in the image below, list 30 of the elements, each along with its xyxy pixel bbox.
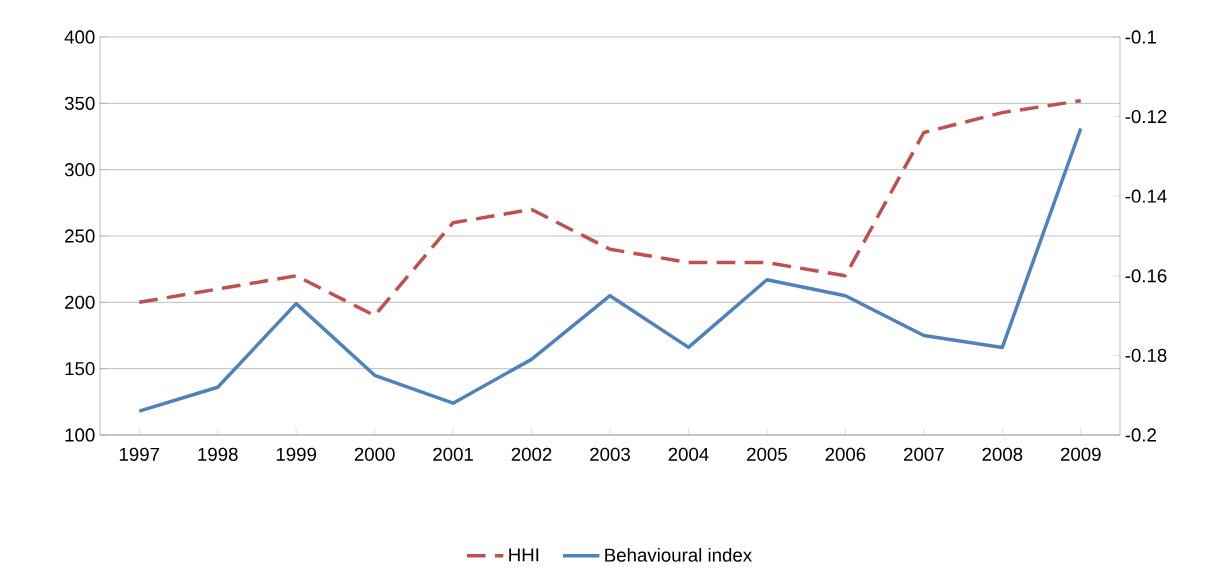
x-tick-label: 2004 (668, 447, 709, 461)
y-tick-label: 200 (65, 295, 95, 309)
x-tick-label: 2006 (825, 447, 866, 461)
x-tick-label: 2007 (904, 447, 944, 461)
y-tick-label: 250 (65, 229, 95, 243)
x-tick-label: 1998 (198, 447, 238, 461)
y-tick-label: 100 (65, 428, 95, 442)
x-tick-label: 2009 (1060, 447, 1101, 461)
y2-tick-label: -0.16 (1125, 269, 1167, 283)
x-tick-label: 2000 (354, 447, 395, 461)
y2-tick-label: -0.1 (1125, 30, 1156, 44)
line-series (137, 126, 1083, 413)
line-series (137, 98, 1083, 318)
x-tick-label: 2003 (590, 447, 630, 461)
y2-tick-label: -0.14 (1125, 189, 1167, 203)
x-tick-label: 2008 (982, 447, 1023, 461)
y2-tick-label: -0.2 (1125, 428, 1156, 442)
x-tick-label: 2005 (747, 447, 787, 461)
y-tick-label: 150 (65, 362, 95, 376)
x-tick-label: 1999 (276, 447, 317, 461)
y-tick-label: 400 (64, 30, 95, 44)
y-tick-label: 300 (64, 163, 95, 177)
y2-tick-label: -0.18 (1125, 348, 1167, 362)
x-tick-label: 1997 (119, 447, 160, 461)
legend-label: HHI (509, 548, 539, 562)
x-tick-label: 2002 (511, 447, 552, 461)
x-tick-label: 2001 (433, 447, 473, 461)
y-tick-label: 350 (64, 96, 95, 110)
y2-tick-label: -0.12 (1125, 109, 1167, 124)
legend-label: Behavioural index (605, 548, 752, 562)
